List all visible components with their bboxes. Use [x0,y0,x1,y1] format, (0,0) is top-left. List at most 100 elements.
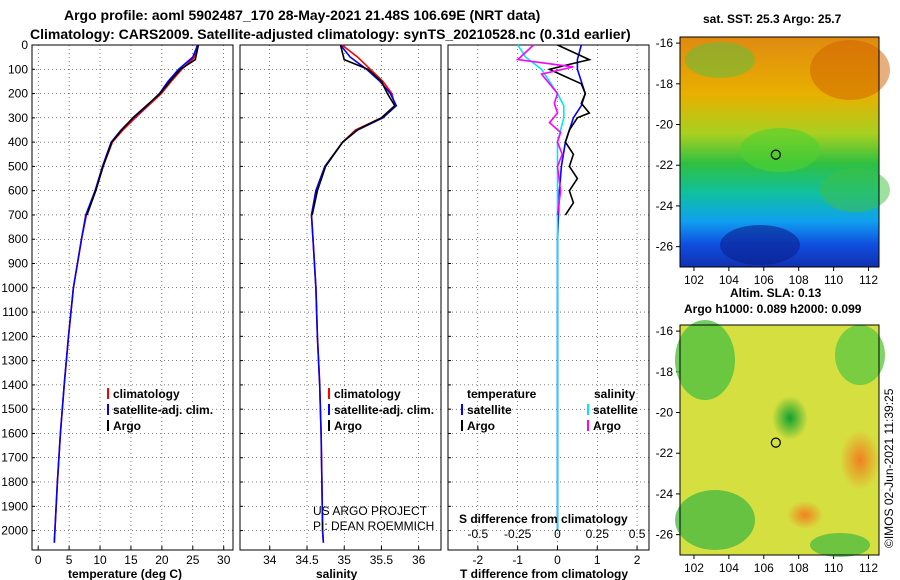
x-tick-label: 15 [124,553,138,567]
x-tick-label: 2 [634,553,641,567]
x-tick-label: 0 [554,553,561,567]
legend-t-satellite: satellite [467,403,512,417]
legend-swatch-s-satellite [587,404,589,415]
map-x-tick-label: 112 [859,561,878,575]
s-diff-tick-label: 0.5 [629,527,646,541]
depth-tick-label: 1300 [1,354,28,368]
credit-pi: PI: DEAN ROEMMICH [313,519,434,533]
legend-swatch-argo [328,420,330,431]
map-x-tick-label: 110 [824,273,843,287]
salinity-series-line [310,44,396,543]
depth-tick-label: 100 [8,62,28,76]
x-tick-label: 5 [66,553,73,567]
temperature-xlabel: temperature (deg C) [68,567,182,580]
salinity-legend: climatology satellite-adj. clim. Argo US… [313,387,434,533]
depth-tick-label: 400 [8,135,28,149]
sla-patch [787,501,823,529]
depth-tick-label: 200 [8,87,28,101]
sla-map-title-2: Argo h1000: 0.089 h2000: 0.099 [684,302,862,316]
sla-map-frame [679,324,880,556]
depth-tick-label: 300 [8,111,28,125]
map-y-tick-label: -16 [656,324,674,338]
temperature-series-line [53,44,199,543]
x-tick-label: 35.5 [370,553,394,567]
sla-patch [675,320,735,400]
depth-tick-label: 1600 [1,426,28,440]
map-y-tick-label: -18 [656,77,674,91]
sla-profile-marker [770,437,781,448]
sst-profile-marker [770,149,781,160]
x-tick-label: 35 [338,553,352,567]
map-x-tick-label: 104 [719,273,739,287]
legend-satellite: satellite-adj. clim. [113,403,213,417]
x-tick-label: 0 [35,553,42,567]
map-y-tick-label: -24 [656,487,674,501]
temperature-series-line [53,44,198,543]
depth-tick-label: 1100 [2,305,28,319]
sst-patch [810,40,890,100]
s-diff-tick-label: 0 [554,527,561,541]
x-tick-label: -1 [512,553,523,567]
imos-credit: ©IMOS 02-Jun-2021 11:39:25 [882,388,896,548]
map-x-tick-label: 104 [719,561,739,575]
sst-map [679,36,890,268]
legend-swatch-t-satellite [461,404,463,415]
sla-patch [675,490,755,550]
series-layer [53,44,592,543]
s-diff-tick-label: -0.25 [504,527,532,541]
s-diff-tick-label: -0.5 [468,527,489,541]
sst-map-title: sat. SST: 25.3 Argo: 25.7 [703,12,842,26]
salinity-panel [239,44,442,551]
x-tick-label: 36 [412,553,426,567]
title-line-2: Climatology: CARS2009. Satellite-adjuste… [30,26,631,42]
x-tick-label: 25 [186,553,200,567]
salinity-series-line [310,44,398,543]
map-x-tick-label: 112 [859,273,878,287]
x-tick-label: 34 [263,553,277,567]
temperature-series-line [86,44,200,216]
x-tick-label: 30 [217,553,231,567]
sst-patch [740,128,820,172]
legend-swatch-s-argo [587,420,589,431]
grid-layer [32,44,649,550]
map-y-tick-label: -24 [656,199,674,213]
x-tick-label: 20 [155,553,169,567]
tick-layer: 0100200300400500600700800900100011001200… [1,36,878,575]
depth-tick-label: 1500 [1,402,28,416]
legend-climatology: climatology [113,387,180,401]
map-y-tick-label: -22 [656,158,674,172]
title-line-1: Argo profile: aoml 5902487_170 28-May-20… [64,7,540,23]
depth-tick-label: 500 [8,159,28,173]
difference-legend: temperature salinity satellite Argo sate… [461,387,638,433]
x-tick-label: 34.5 [295,553,319,567]
sst-patch [685,42,755,78]
depth-tick-label: 800 [8,232,28,246]
legend-argo: Argo [113,419,141,433]
depth-tick-label: 600 [8,184,28,198]
map-y-tick-label: -16 [656,36,674,50]
map-y-tick-label: -18 [656,365,674,379]
x-tick-label: -2 [473,553,484,567]
depth-tick-label: 1000 [1,281,28,295]
legend-t-argo: Argo [467,419,495,433]
sla-patch [772,396,808,440]
depth-tick-label: 1200 [1,329,28,343]
credit-project: US ARGO PROJECT [313,504,428,518]
depth-tick-label: 1800 [1,475,28,489]
s-diff-tick-label: 0.25 [586,527,610,541]
depth-tick-label: 700 [8,208,28,222]
map-x-tick-label: 106 [754,273,774,287]
map-y-tick-label: -22 [656,446,674,460]
sst-map-frame [679,36,880,268]
sla-patch [840,430,880,490]
map-y-tick-label: -26 [656,528,674,542]
legend-swatch-climatology [107,388,109,399]
depth-tick-label: 1400 [1,378,28,392]
depth-tick-label: 1700 [1,451,28,465]
legend-temperature-heading: temperature [467,387,537,401]
legend-s-argo: Argo [593,419,621,433]
legend-argo: Argo [334,419,362,433]
depth-tick-label: 2000 [1,524,28,538]
difference-xlabel-top: S difference from climatology [459,512,628,526]
